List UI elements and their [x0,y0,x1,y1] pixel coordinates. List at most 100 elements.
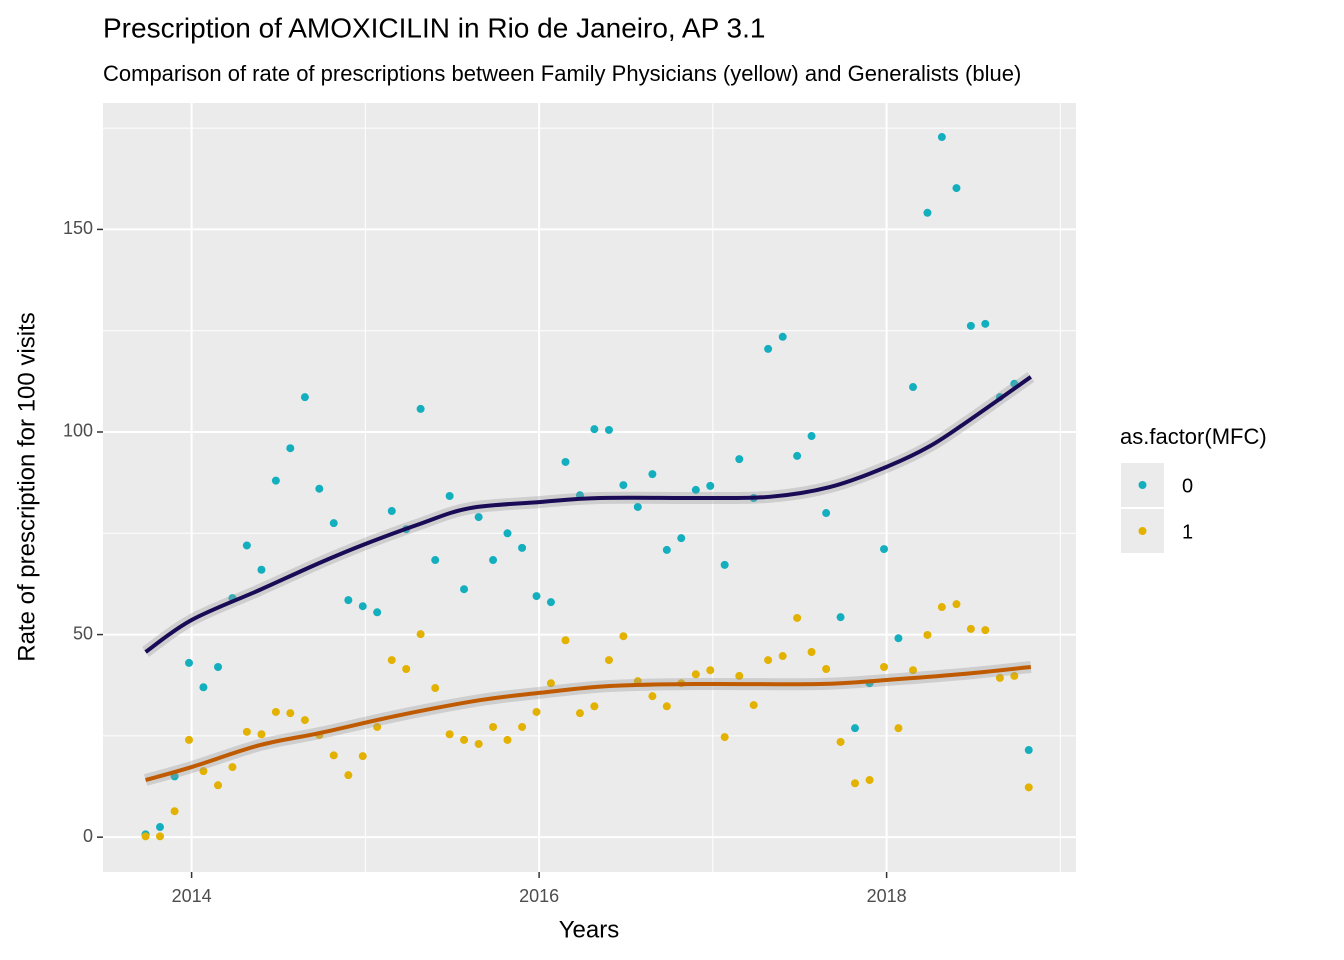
data-point [836,737,845,746]
data-point [619,632,628,641]
data-point [416,630,425,639]
data-point [1010,671,1019,680]
data-point [141,832,150,841]
legend-label: 0 [1182,475,1193,497]
data-point [474,739,483,748]
legend-marker [1138,527,1147,535]
data-point [416,404,425,413]
data-point [387,656,396,665]
data-point [373,722,382,731]
x-axis-label: Years [559,916,620,943]
data-point [402,665,411,674]
data-point [155,823,164,832]
data-point [952,184,961,193]
data-point [923,630,932,639]
y-axis-label: Rate of prescription for 100 visits [13,312,40,662]
data-point [489,722,498,731]
data-point [590,702,599,711]
data-point [749,701,758,710]
data-point [952,600,961,609]
data-point [966,624,975,633]
data-point [431,556,440,565]
data-point [590,425,599,434]
data-point [199,767,208,776]
data-point [170,807,179,816]
data-point [677,534,686,543]
data-point [937,603,946,612]
smooth-line [145,664,1032,782]
data-point [228,763,237,772]
data-point [242,727,251,736]
data-point [358,752,367,761]
data-point [286,444,295,453]
data-point [445,492,454,501]
data-point [1024,783,1033,792]
chart-subtitle: Comparison of rate of prescriptions betw… [103,61,1021,86]
data-point [431,684,440,693]
data-point [546,679,555,688]
data-point [850,779,859,788]
chart-title: Prescription of AMOXICILIN in Rio de Jan… [103,12,765,43]
data-point [764,344,773,353]
data-point [648,692,657,701]
data-point [937,133,946,142]
legend-title: as.factor(MFC) [1120,424,1267,449]
data-point [822,665,831,674]
data-point [909,383,918,392]
data-point [865,776,874,785]
y-tick-label: 0 [83,826,93,846]
data-point [344,596,353,605]
data-point [155,832,164,841]
data-point [850,724,859,733]
data-point [199,683,208,692]
data-point [691,670,700,679]
data-point [662,545,671,554]
data-point [185,735,194,744]
data-point [764,656,773,665]
data-point [271,476,280,485]
data-point [909,666,918,675]
data-point [503,529,512,538]
data-point [315,484,324,493]
data-point [561,457,570,466]
data-point [460,585,469,594]
data-point [257,565,266,574]
data-point [387,506,396,515]
data-point [474,513,483,522]
data-point [706,666,715,675]
data-point [735,455,744,464]
data-point [995,673,1004,682]
data-point [185,658,194,667]
data-point [300,393,309,402]
legend-label: 1 [1182,521,1193,543]
data-point [358,602,367,611]
data-point [778,332,787,341]
data-point [720,733,729,742]
y-tick-label: 50 [73,623,93,643]
data-point [793,451,802,460]
data-point [242,541,251,550]
smooth-line [144,375,1032,654]
data-point [518,543,527,552]
y-tick-label: 100 [63,421,93,441]
data-point [981,626,990,635]
data-point [329,751,338,760]
data-point [880,662,889,671]
data-point [981,319,990,328]
data-point [923,208,932,217]
data-point [894,634,903,643]
legend-marker [1138,481,1147,489]
x-tick-label: 2016 [519,886,559,906]
data-point [880,545,889,554]
data-point [344,771,353,780]
data-point [489,556,498,565]
data-point [778,652,787,661]
data-point [271,707,280,716]
data-point [822,509,831,518]
y-tick-label: 150 [63,218,93,238]
data-point [966,321,975,330]
data-point [619,481,628,490]
data-point [691,485,700,494]
data-point [532,592,541,601]
